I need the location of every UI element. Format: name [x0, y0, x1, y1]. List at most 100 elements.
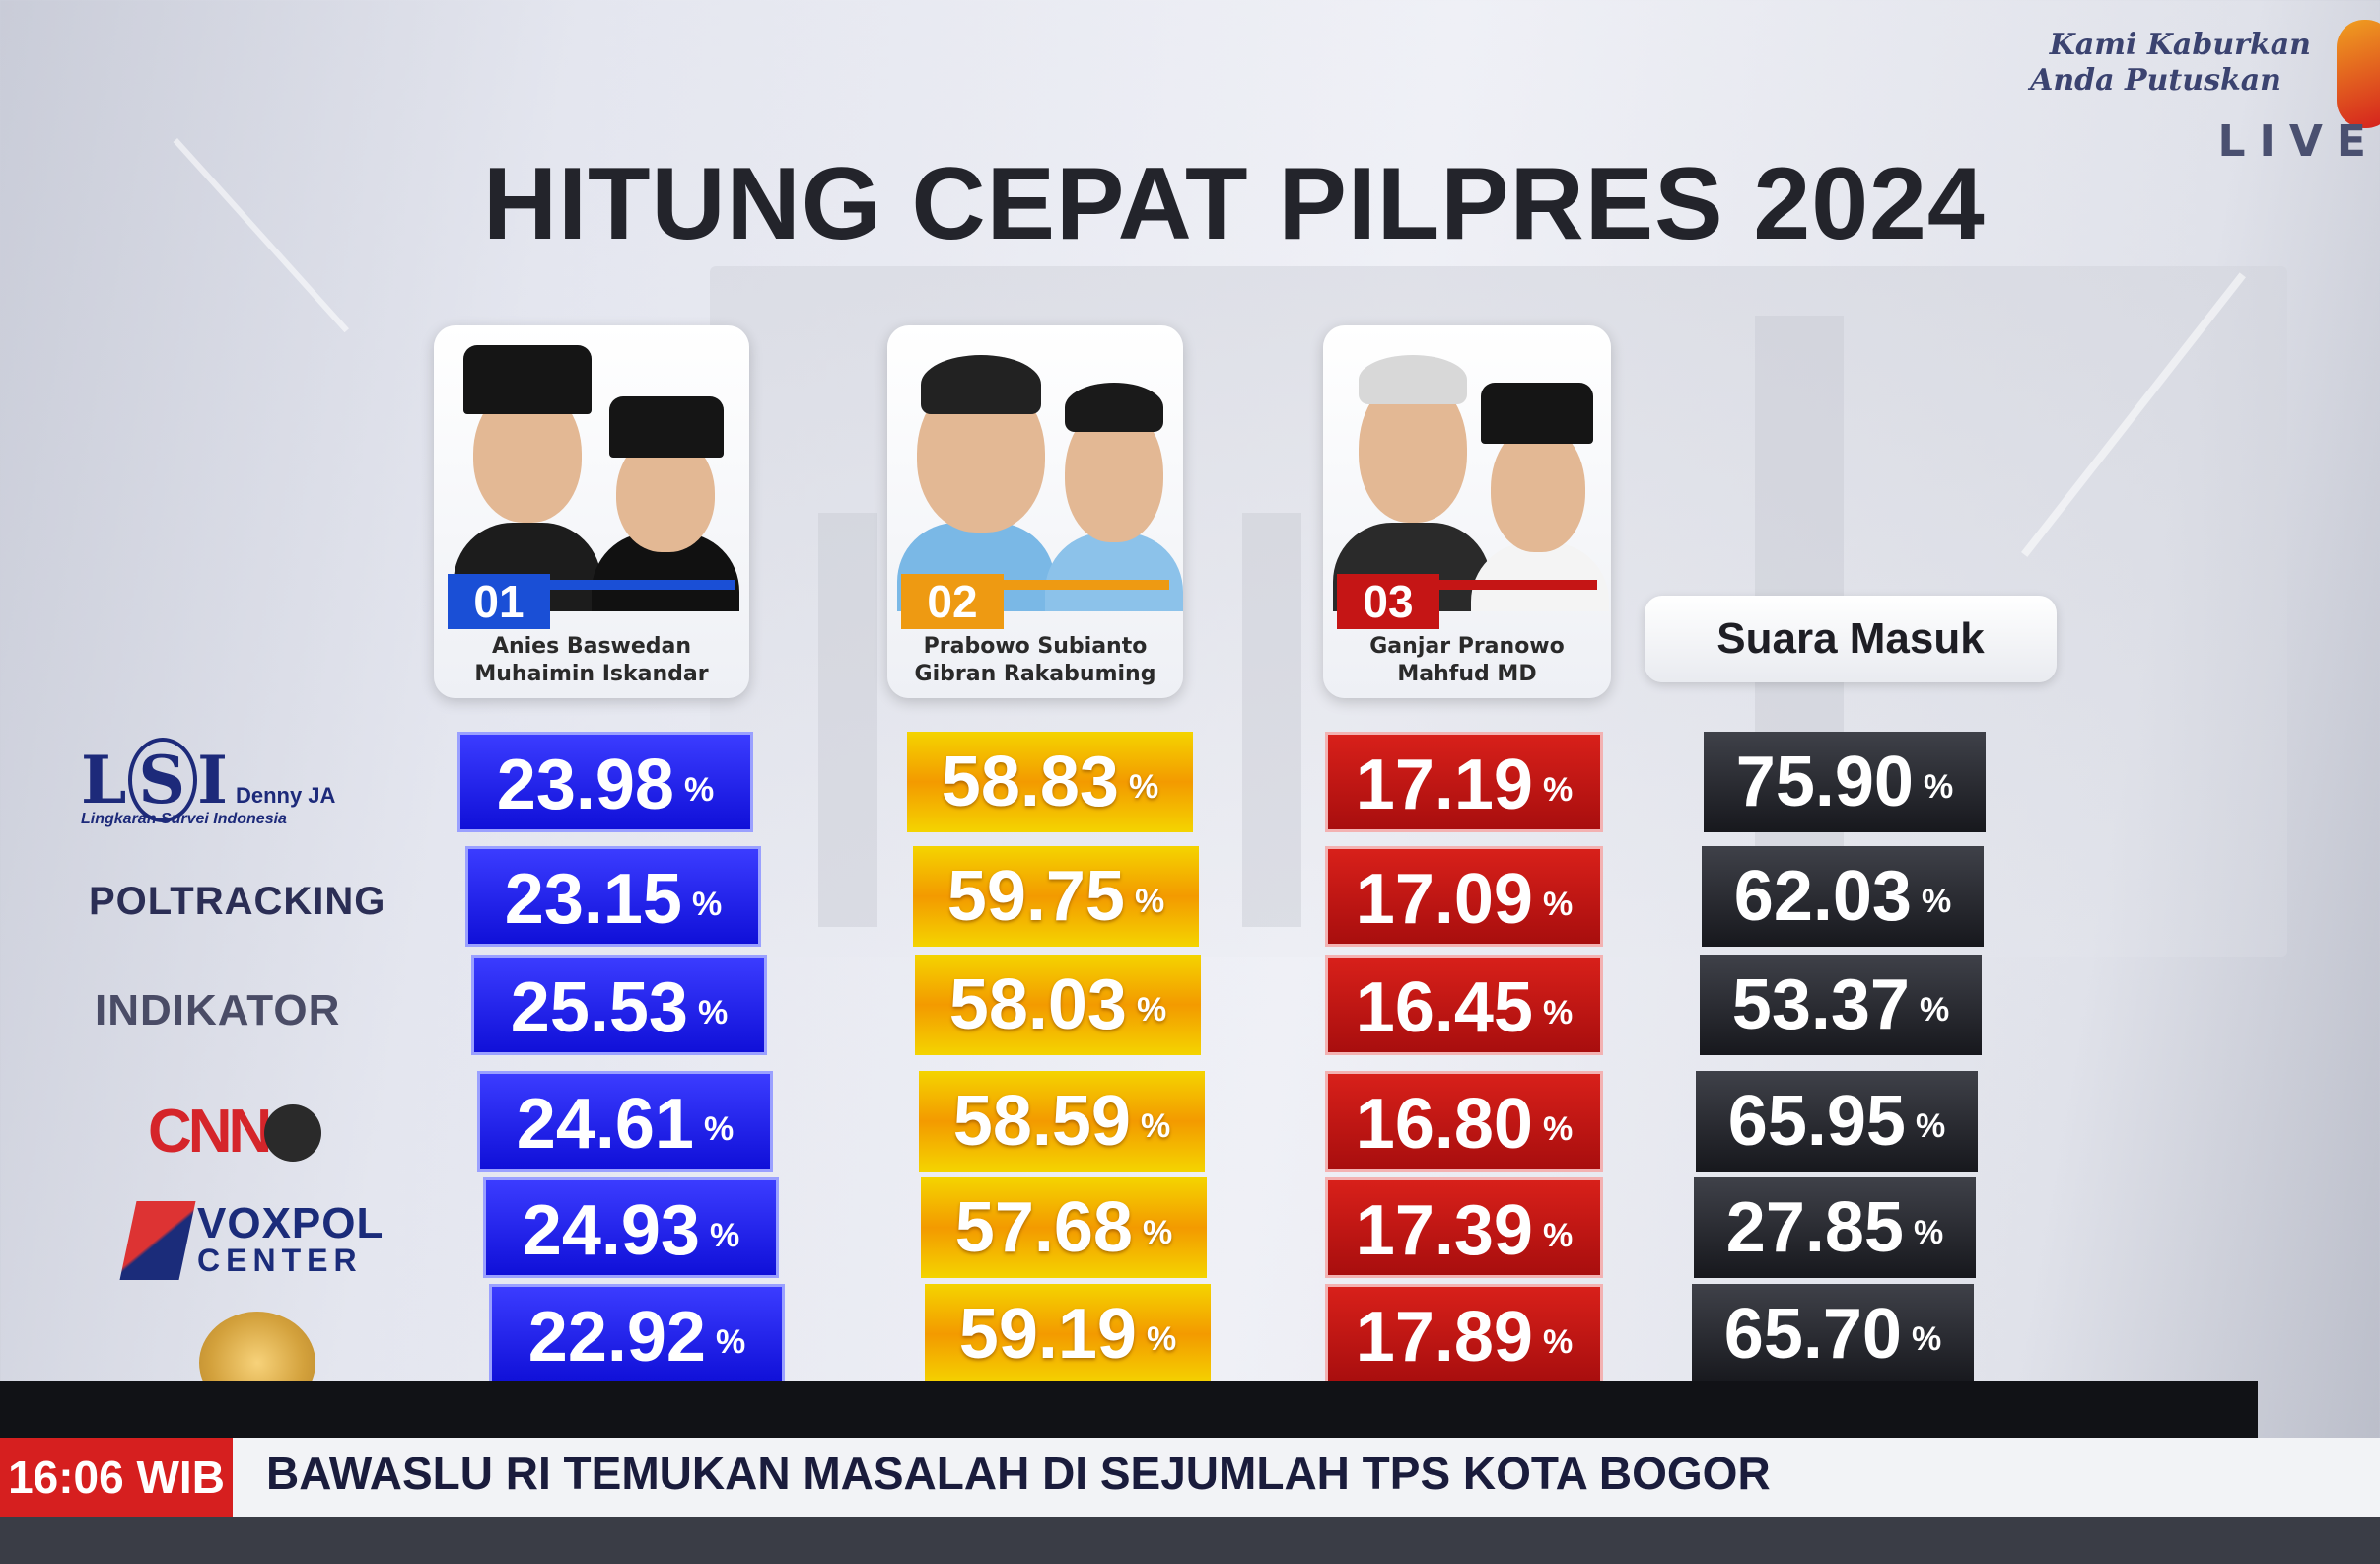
percent-sign: % — [1146, 1319, 1177, 1358]
candidate-photo — [434, 325, 749, 611]
candidate-number-badge: 01 — [448, 574, 550, 629]
pollster-logo-poltracking: POLTRACKING — [89, 880, 386, 923]
percent-sign: % — [715, 1322, 746, 1361]
percent-sign: % — [1140, 1106, 1171, 1145]
percent-sign: % — [709, 1216, 740, 1254]
vote-percentage: 17.19 — [1355, 746, 1533, 824]
candidate-number-badge: 02 — [901, 574, 1004, 629]
vote-percentage: 25.53 — [510, 968, 688, 1047]
pollster-logo-text: VOXPOL — [197, 1199, 385, 1247]
percent-sign: % — [1921, 882, 1952, 920]
percent-sign: % — [697, 993, 729, 1031]
vote-percentage: 23.15 — [504, 860, 682, 939]
vote-percentage: 17.39 — [1355, 1191, 1533, 1270]
pollster-logo-lsi: L S I Denny JA Lingkaran Survei Indonesia — [81, 738, 357, 840]
vote-percentage: 17.89 — [1355, 1298, 1533, 1377]
background-pillar — [818, 513, 877, 927]
vote-cell-03: 17.19% — [1325, 732, 1603, 832]
vote-percentage: 53.37 — [1731, 965, 1910, 1044]
ticker-top-bar — [0, 1381, 2258, 1438]
vote-percentage: 58.03 — [948, 965, 1127, 1044]
candidate-number-stripe — [1439, 580, 1597, 590]
vote-percentage: 59.75 — [946, 857, 1125, 936]
globe-icon — [264, 1104, 321, 1162]
pollster-logo-indikator: INDIKATOR — [95, 986, 341, 1034]
channel-brand: Kami Kaburkan Anda Putuskan — [2030, 28, 2311, 99]
pollster-logo-text: Denny JA — [235, 783, 336, 808]
pollster-logo-text: CNN — [148, 1098, 272, 1166]
vote-cell-01: 25.53% — [471, 955, 767, 1055]
vote-percentage: 22.92 — [527, 1298, 706, 1377]
vote-percentage: 65.70 — [1723, 1295, 1902, 1374]
vote-percentage: 59.19 — [958, 1295, 1137, 1374]
ticker-time: 16:06 WIB — [0, 1438, 233, 1517]
vote-cell-02: 57.68% — [921, 1177, 1207, 1278]
brand-tagline-2: Anda Putuskan — [2030, 63, 2281, 98]
candidate-card-01: 01 Anies Baswedan Muhaimin Iskandar — [434, 325, 749, 698]
voxpol-mark-icon — [119, 1201, 196, 1280]
percent-sign: % — [1542, 1322, 1574, 1361]
suara-masuk-cell: 27.85% — [1694, 1177, 1976, 1278]
ticker-headline: BAWASLU RI TEMUKAN MASALAH DI SEJUMLAH T… — [266, 1448, 1771, 1499]
candidate-name-president: Anies Baswedan — [491, 634, 692, 659]
percent-sign: % — [1136, 990, 1167, 1029]
percent-sign: % — [1923, 767, 1954, 806]
vote-cell-03: 16.80% — [1325, 1071, 1603, 1172]
percent-sign: % — [683, 770, 715, 809]
candidate-name-president: Ganjar Pranowo — [1369, 634, 1565, 659]
vote-percentage: 17.09 — [1355, 860, 1533, 939]
vote-percentage: 57.68 — [954, 1188, 1133, 1267]
percent-sign: % — [691, 885, 723, 923]
vote-percentage: 75.90 — [1735, 743, 1914, 821]
vote-cell-02: 59.75% — [913, 846, 1199, 947]
vote-cell-03: 17.89% — [1325, 1284, 1603, 1385]
percent-sign: % — [1911, 1319, 1942, 1358]
suara-masuk-cell: 75.90% — [1704, 732, 1986, 832]
percent-sign: % — [1142, 1213, 1173, 1251]
vote-percentage: 62.03 — [1733, 857, 1912, 936]
percent-sign: % — [1542, 1216, 1574, 1254]
vote-percentage: 27.85 — [1725, 1188, 1904, 1267]
suara-masuk-cell: 65.95% — [1696, 1071, 1978, 1172]
candidate-number-badge: 03 — [1337, 574, 1439, 629]
percent-sign: % — [1542, 993, 1574, 1031]
pollster-logo-voxpol: VOXPOL CENTER — [119, 1195, 385, 1294]
percent-sign: % — [1542, 1109, 1574, 1148]
percent-sign: % — [1128, 767, 1159, 806]
candidate-name-president: Prabowo Subianto — [923, 634, 1148, 659]
candidate-number-stripe — [550, 580, 735, 590]
candidate-name-vice: Muhaimin Iskandar — [474, 662, 709, 686]
vote-cell-02: 58.83% — [907, 732, 1193, 832]
candidate-card-03: 03 Ganjar Pranowo Mahfud MD — [1323, 325, 1611, 698]
candidate-number-stripe — [1004, 580, 1169, 590]
pollster-logo-subtitle: Lingkaran Survei Indonesia — [81, 811, 287, 827]
vote-cell-02: 58.59% — [919, 1071, 1205, 1172]
candidate-card-02: 02 Prabowo Subianto Gibran Rakabuming — [887, 325, 1183, 698]
percent-sign: % — [1542, 770, 1574, 809]
vote-cell-01: 22.92% — [489, 1284, 785, 1385]
brand-tagline-1: Kami Kaburkan — [2049, 28, 2311, 62]
vote-cell-03: 16.45% — [1325, 955, 1603, 1055]
live-indicator: LIVE — [2217, 116, 2380, 167]
suara-masuk-cell: 53.37% — [1700, 955, 1982, 1055]
percent-sign: % — [1542, 885, 1574, 923]
page-title: HITUNG CEPAT PILPRES 2024 — [483, 147, 1986, 261]
vote-cell-01: 23.98% — [457, 732, 753, 832]
vote-percentage: 24.61 — [516, 1085, 694, 1164]
news-ticker — [0, 1438, 2380, 1517]
candidate-names: Anies Baswedan Muhaimin Iskandar — [434, 633, 749, 688]
percent-sign: % — [1913, 1213, 1944, 1251]
vote-percentage: 16.80 — [1355, 1085, 1533, 1164]
vote-percentage: 16.45 — [1355, 968, 1533, 1047]
percent-sign: % — [1915, 1106, 1946, 1145]
vote-percentage: 65.95 — [1727, 1082, 1906, 1161]
vote-cell-01: 24.93% — [483, 1177, 779, 1278]
screen-bottom-edge — [0, 1517, 2380, 1564]
pollster-logo-cnn: CNN — [148, 1097, 394, 1172]
pollster-logo-text: CENTER — [197, 1243, 363, 1278]
vote-percentage: 58.59 — [952, 1082, 1131, 1161]
vote-cell-02: 59.19% — [925, 1284, 1211, 1385]
vote-cell-03: 17.09% — [1325, 846, 1603, 947]
suara-masuk-cell: 62.03% — [1702, 846, 1984, 947]
